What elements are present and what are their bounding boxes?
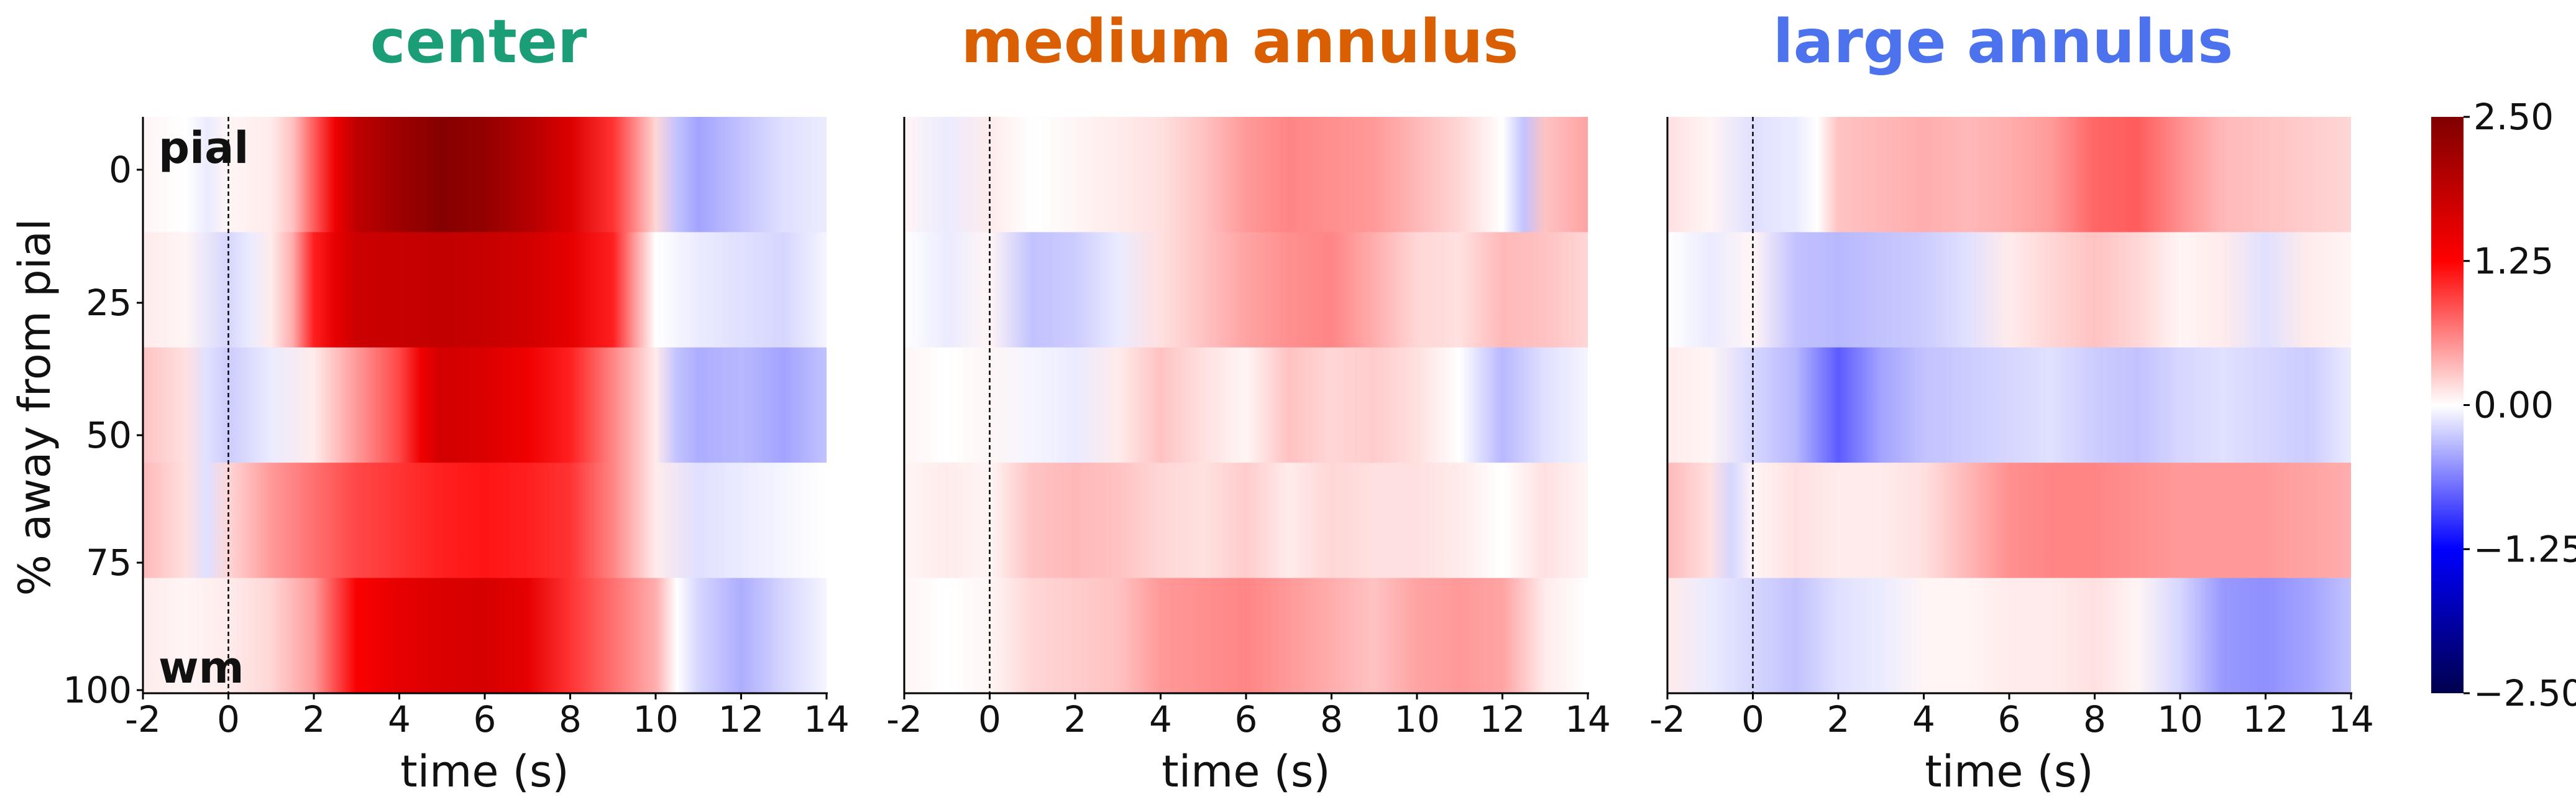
x-tick-label: 14 xyxy=(1565,698,1611,740)
panel-title: large annulus xyxy=(1773,7,2233,76)
colorbar: 2.50 1.25 0.00 −1.25 −2.50 xyxy=(2431,96,2576,714)
heatmap-panel: -2 0 2 4 6 8 10 12 14 time (s) large annulus xyxy=(1649,7,2374,797)
x-tick-label: -2 xyxy=(886,698,922,740)
heatmap-row xyxy=(1667,117,2351,233)
heatmap-row xyxy=(904,463,1588,579)
y-tick-label: 75 xyxy=(86,542,132,584)
heatmap-row xyxy=(1667,578,2351,694)
heatmap-row xyxy=(143,578,827,694)
x-tick-label: 6 xyxy=(1235,698,1258,740)
y-axis-label: % away from pial xyxy=(9,219,60,596)
heatmap-row xyxy=(143,117,827,233)
x-tick-label: 14 xyxy=(2328,698,2374,740)
heatmap-panel: -2 0 2 4 6 8 10 12 14 time (s) center 0 25 50 75 100 pia… xyxy=(63,7,850,797)
heatmap-row xyxy=(1667,463,2351,579)
x-tick-label: 8 xyxy=(2083,698,2106,740)
x-tick-label: 10 xyxy=(2157,698,2203,740)
heatmap-row xyxy=(143,347,827,463)
colorbar-tick-label: 1.25 xyxy=(2473,240,2554,282)
x-tick-label: 8 xyxy=(1320,698,1343,740)
panel-title: medium annulus xyxy=(961,7,1519,76)
x-tick-label: 10 xyxy=(1394,698,1440,740)
colorbar-tick-label: −2.50 xyxy=(2473,672,2576,714)
x-tick-label: 6 xyxy=(474,698,497,740)
y-tick-label: 25 xyxy=(86,282,132,324)
heatmap-row xyxy=(143,232,827,348)
x-tick-label: -2 xyxy=(125,698,161,740)
colorbar-gradient xyxy=(2431,117,2464,693)
x-tick-label: 12 xyxy=(1480,698,1526,740)
x-tick-label: 4 xyxy=(388,698,411,740)
x-tick-label: 2 xyxy=(303,698,326,740)
x-tick-label: 14 xyxy=(804,698,850,740)
x-tick-label: 4 xyxy=(1149,698,1172,740)
x-tick-label: 2 xyxy=(1064,698,1087,740)
y-tick-label: 50 xyxy=(86,414,132,456)
heatmap-row xyxy=(1667,347,2351,463)
x-tick-label: 12 xyxy=(2243,698,2289,740)
heatmap-row xyxy=(1667,232,2351,348)
x-tick-label: 6 xyxy=(1998,698,2021,740)
heatmap-row xyxy=(904,117,1588,233)
wm-annotation: wm xyxy=(158,642,244,693)
x-axis-label: time (s) xyxy=(1925,746,2094,797)
pial-annotation: pial xyxy=(158,122,249,173)
heatmap-row xyxy=(904,347,1588,463)
heatmap-panel: -2 0 2 4 6 8 10 12 14 time (s) medium annulus xyxy=(886,7,1611,797)
x-tick-label: 0 xyxy=(217,698,240,740)
panel-title: center xyxy=(370,7,587,76)
x-tick-label: 12 xyxy=(718,698,764,740)
heatmap-row xyxy=(904,232,1588,348)
x-tick-label: -2 xyxy=(1649,698,1685,740)
x-tick-label: 2 xyxy=(1827,698,1850,740)
y-tick-label: 0 xyxy=(109,149,132,191)
x-tick-label: 4 xyxy=(1912,698,1935,740)
x-tick-label: 0 xyxy=(978,698,1001,740)
y-tick-label: 100 xyxy=(63,669,132,711)
x-tick-label: 0 xyxy=(1741,698,1764,740)
heatmap-row xyxy=(904,578,1588,694)
x-axis-label: time (s) xyxy=(400,746,569,797)
colorbar-tick-label: 0.00 xyxy=(2473,384,2554,427)
x-axis-label: time (s) xyxy=(1162,746,1331,797)
x-tick-label: 8 xyxy=(559,698,582,740)
x-tick-label: 10 xyxy=(633,698,679,740)
heatmap-row xyxy=(143,463,827,579)
colorbar-tick-label: −1.25 xyxy=(2473,528,2576,570)
colorbar-tick-label: 2.50 xyxy=(2473,96,2554,138)
